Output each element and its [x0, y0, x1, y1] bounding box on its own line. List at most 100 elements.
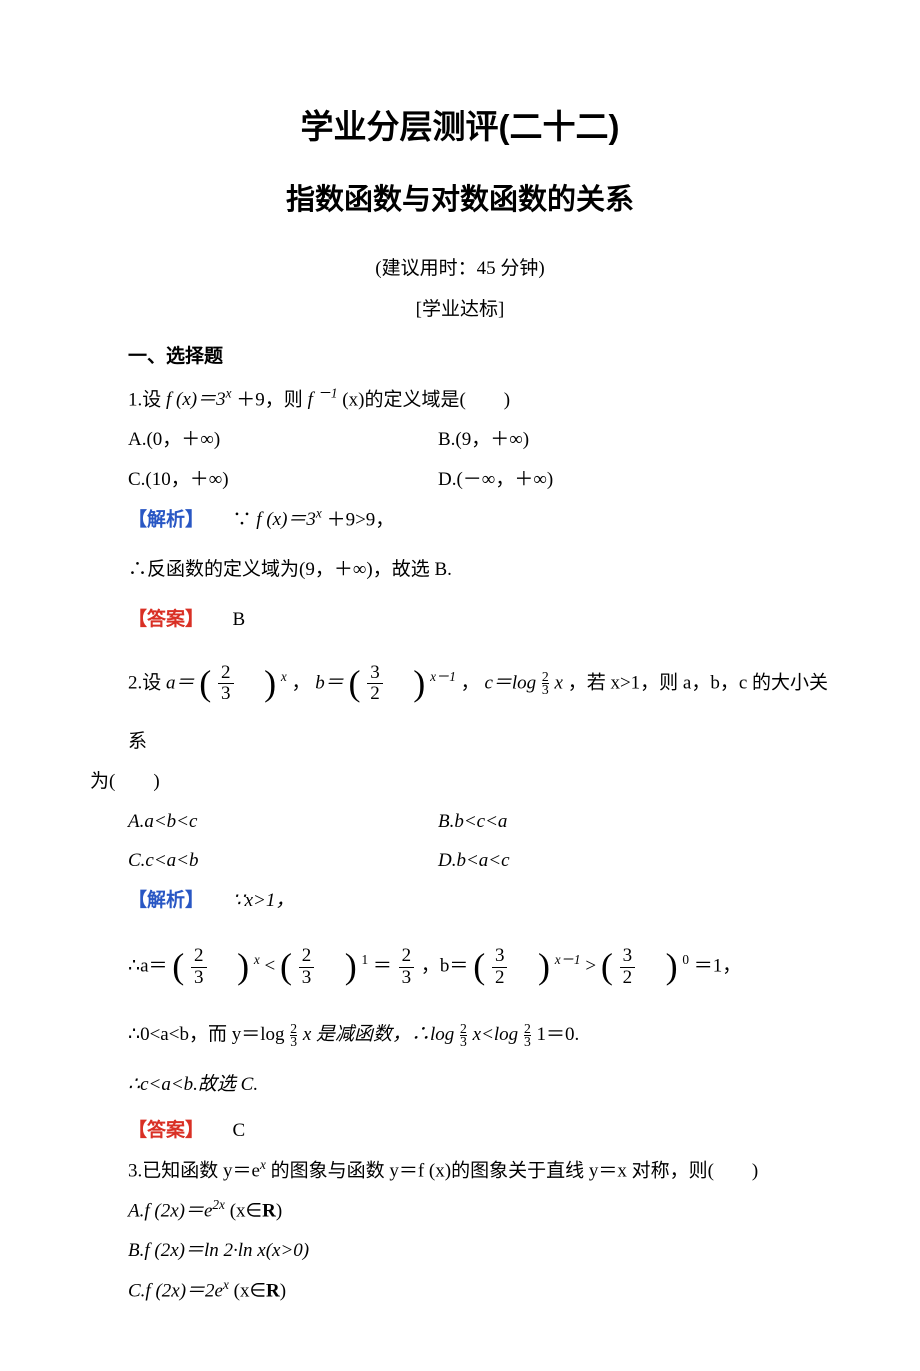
q2-an-f4: 32 [492, 946, 508, 989]
q2-sp2 [390, 672, 409, 693]
section-heading: 一、选择题 [128, 341, 830, 368]
q2-ls1d: 3 [542, 683, 549, 696]
q3-stem: 3.已知函数 y＝ex 的图象与函数 y＝f (x)的图象关于直线 y＝x 对称… [128, 1151, 830, 1191]
time-note: (建议用时：45 分钟) [90, 253, 830, 280]
q1-fx-exp: x [226, 386, 232, 401]
q2-an-l4t: ∴c<a<b.故选 C. [128, 1074, 258, 1095]
q2-an-l3c: x<log [473, 1024, 519, 1045]
q2-logsub3: 23 [460, 1023, 467, 1049]
q2-an-lp3: ( [473, 946, 485, 986]
q1-opts-row1: A.(0，＋∞) B.(9，＋∞) [128, 420, 830, 460]
q2-rp2: ) [413, 663, 425, 703]
q1-finv-f: f [308, 389, 318, 410]
q2-ls4d: 3 [524, 1035, 531, 1048]
q1-opt-b: B.(9，＋∞) [438, 420, 529, 460]
q2-rp1: ) [264, 663, 276, 703]
q2-analysis-label: 【解析】 [128, 890, 204, 911]
q2-logsub2: 23 [290, 1023, 297, 1049]
q1-fx: f (x)＝3x [166, 389, 232, 410]
q2-an-f2n: 2 [299, 946, 315, 968]
q2-b: b＝ [315, 672, 344, 693]
q2-a: a＝ [166, 672, 195, 693]
q2-stem: 2.设 a＝ ( 23 ) x ， b＝ ( 32 ) x－1 ， c＝log … [128, 646, 830, 762]
q2-answer-sp [209, 1120, 228, 1141]
q2-logsub1: 23 [542, 671, 549, 697]
q3-optA-b: (x∈ [230, 1200, 262, 1221]
q3-opt-b: B.f (2x)＝ln 2·ln x(x>0) [128, 1231, 830, 1271]
q3-optC-c: ) [280, 1280, 286, 1301]
q1-opt-d: D.(－∞，＋∞) [438, 460, 553, 500]
q1-finv: f －1 [308, 389, 338, 410]
q2-an-lp2: ( [280, 946, 292, 986]
q2-an-l3b: x 是减函数，∴log [303, 1024, 454, 1045]
q2-an-f5d: 2 [620, 968, 636, 989]
level-note: [学业达标] [90, 294, 830, 321]
q2-an-l2d: ，b＝ [421, 956, 469, 977]
q1-answer-val: B [233, 609, 246, 630]
q1-an-fx: f (x)＝3x [256, 509, 322, 530]
q1-analysis-label: 【解析】 [128, 509, 204, 530]
q2-an-l2g: ＝1， [694, 956, 742, 977]
q2-an-ex2: 1 [362, 952, 369, 967]
q2-an-f4d: 2 [492, 968, 508, 989]
q2-an-l2b: < [264, 956, 275, 977]
q1-opts-row2: C.(10，＋∞) D.(－∞，＋∞) [128, 460, 830, 500]
q2-an-sp [209, 890, 228, 911]
q2-an-l3a: ∴0<a<b，而 y＝log [128, 1024, 284, 1045]
q2-an-sp3 [514, 956, 533, 977]
q2-an-x1: ∵x>1， [233, 890, 295, 911]
q3-optC-R: R [266, 1280, 280, 1301]
q1-an-p1d: ＋9>9， [327, 509, 395, 530]
q2-lp2: ( [349, 663, 361, 703]
q1-stem-prefix: 1.设 [128, 389, 166, 410]
q2-an-f3: 23 [399, 946, 415, 989]
page-title-1: 学业分层测评(二十二) [90, 100, 830, 148]
q2-an-l2a: ∴a＝ [128, 956, 168, 977]
q1-an-t1 [209, 509, 228, 530]
q2-lp1: ( [199, 663, 211, 703]
q2-c: c＝log [484, 672, 536, 693]
q1-answer-label: 【答案】 [128, 609, 204, 630]
q2-an-rp4: ) [666, 946, 678, 986]
q1-answer-sp [209, 609, 228, 630]
q2-an-f1d: 3 [191, 968, 207, 989]
q2-frac23-1: 23 [218, 663, 234, 706]
page-title-2: 指数函数与对数函数的关系 [90, 176, 830, 218]
q2-opts-row1: A.a<b<c B.b<c<a [128, 802, 830, 842]
q2-an-f4n: 3 [492, 946, 508, 968]
q2-answer: 【答案】 C [128, 1111, 830, 1151]
q2-an-rp1: ) [237, 946, 249, 986]
q1-finv-tail: (x)的定义域是( ) [342, 389, 510, 410]
q2-opt-b: B.b<c<a [438, 802, 507, 842]
q2-ls2d: 3 [290, 1035, 297, 1048]
q1-an-p1a: ∵ [233, 509, 252, 530]
q2-f23d1: 3 [218, 684, 234, 705]
q3-optC-a: C.f (2x)＝2e [128, 1280, 223, 1301]
q2-expxm1: x－1 [430, 669, 456, 684]
q3-optA-sup: 2x [212, 1197, 225, 1212]
q1-fx-txt: f (x)＝3 [166, 389, 226, 410]
q1-an-fx-e: x [316, 506, 322, 521]
q3-optC-sup: x [223, 1277, 229, 1292]
q2-an-f5n: 3 [620, 946, 636, 968]
q2-an-ex3: x－1 [555, 952, 581, 967]
q2-an-sp2 [321, 956, 340, 977]
q2-an-eq1: ＝ [373, 956, 392, 977]
q2-an-f2d: 3 [299, 968, 315, 989]
q2-an-l3: ∴0<a<b，而 y＝log 23 x 是减函数，∴log 23 x<log 2… [128, 1015, 830, 1055]
q2-logsub4: 23 [524, 1023, 531, 1049]
q2-frac32-1: 32 [367, 663, 383, 706]
q2-answer-label: 【答案】 [128, 1120, 204, 1141]
q2-c1: ， [291, 672, 310, 693]
q1-opt-a: A.(0，＋∞) [128, 420, 438, 460]
q2-opts-row2: C.c<a<b D.b<a<c [128, 841, 830, 881]
q2-opt-a: A.a<b<c [128, 802, 438, 842]
q2-an-f3n: 2 [399, 946, 415, 968]
q3-optC-b: (x∈ [234, 1280, 266, 1301]
q2-an-lp1: ( [172, 946, 184, 986]
q1-an-fx-t: f (x)＝3 [256, 509, 316, 530]
q2-c2: ， [461, 672, 480, 693]
q1-finv-sup: －1 [318, 386, 338, 401]
q3-optA-a: A.f (2x)＝e [128, 1200, 212, 1221]
q2-an-f5: 32 [620, 946, 636, 989]
